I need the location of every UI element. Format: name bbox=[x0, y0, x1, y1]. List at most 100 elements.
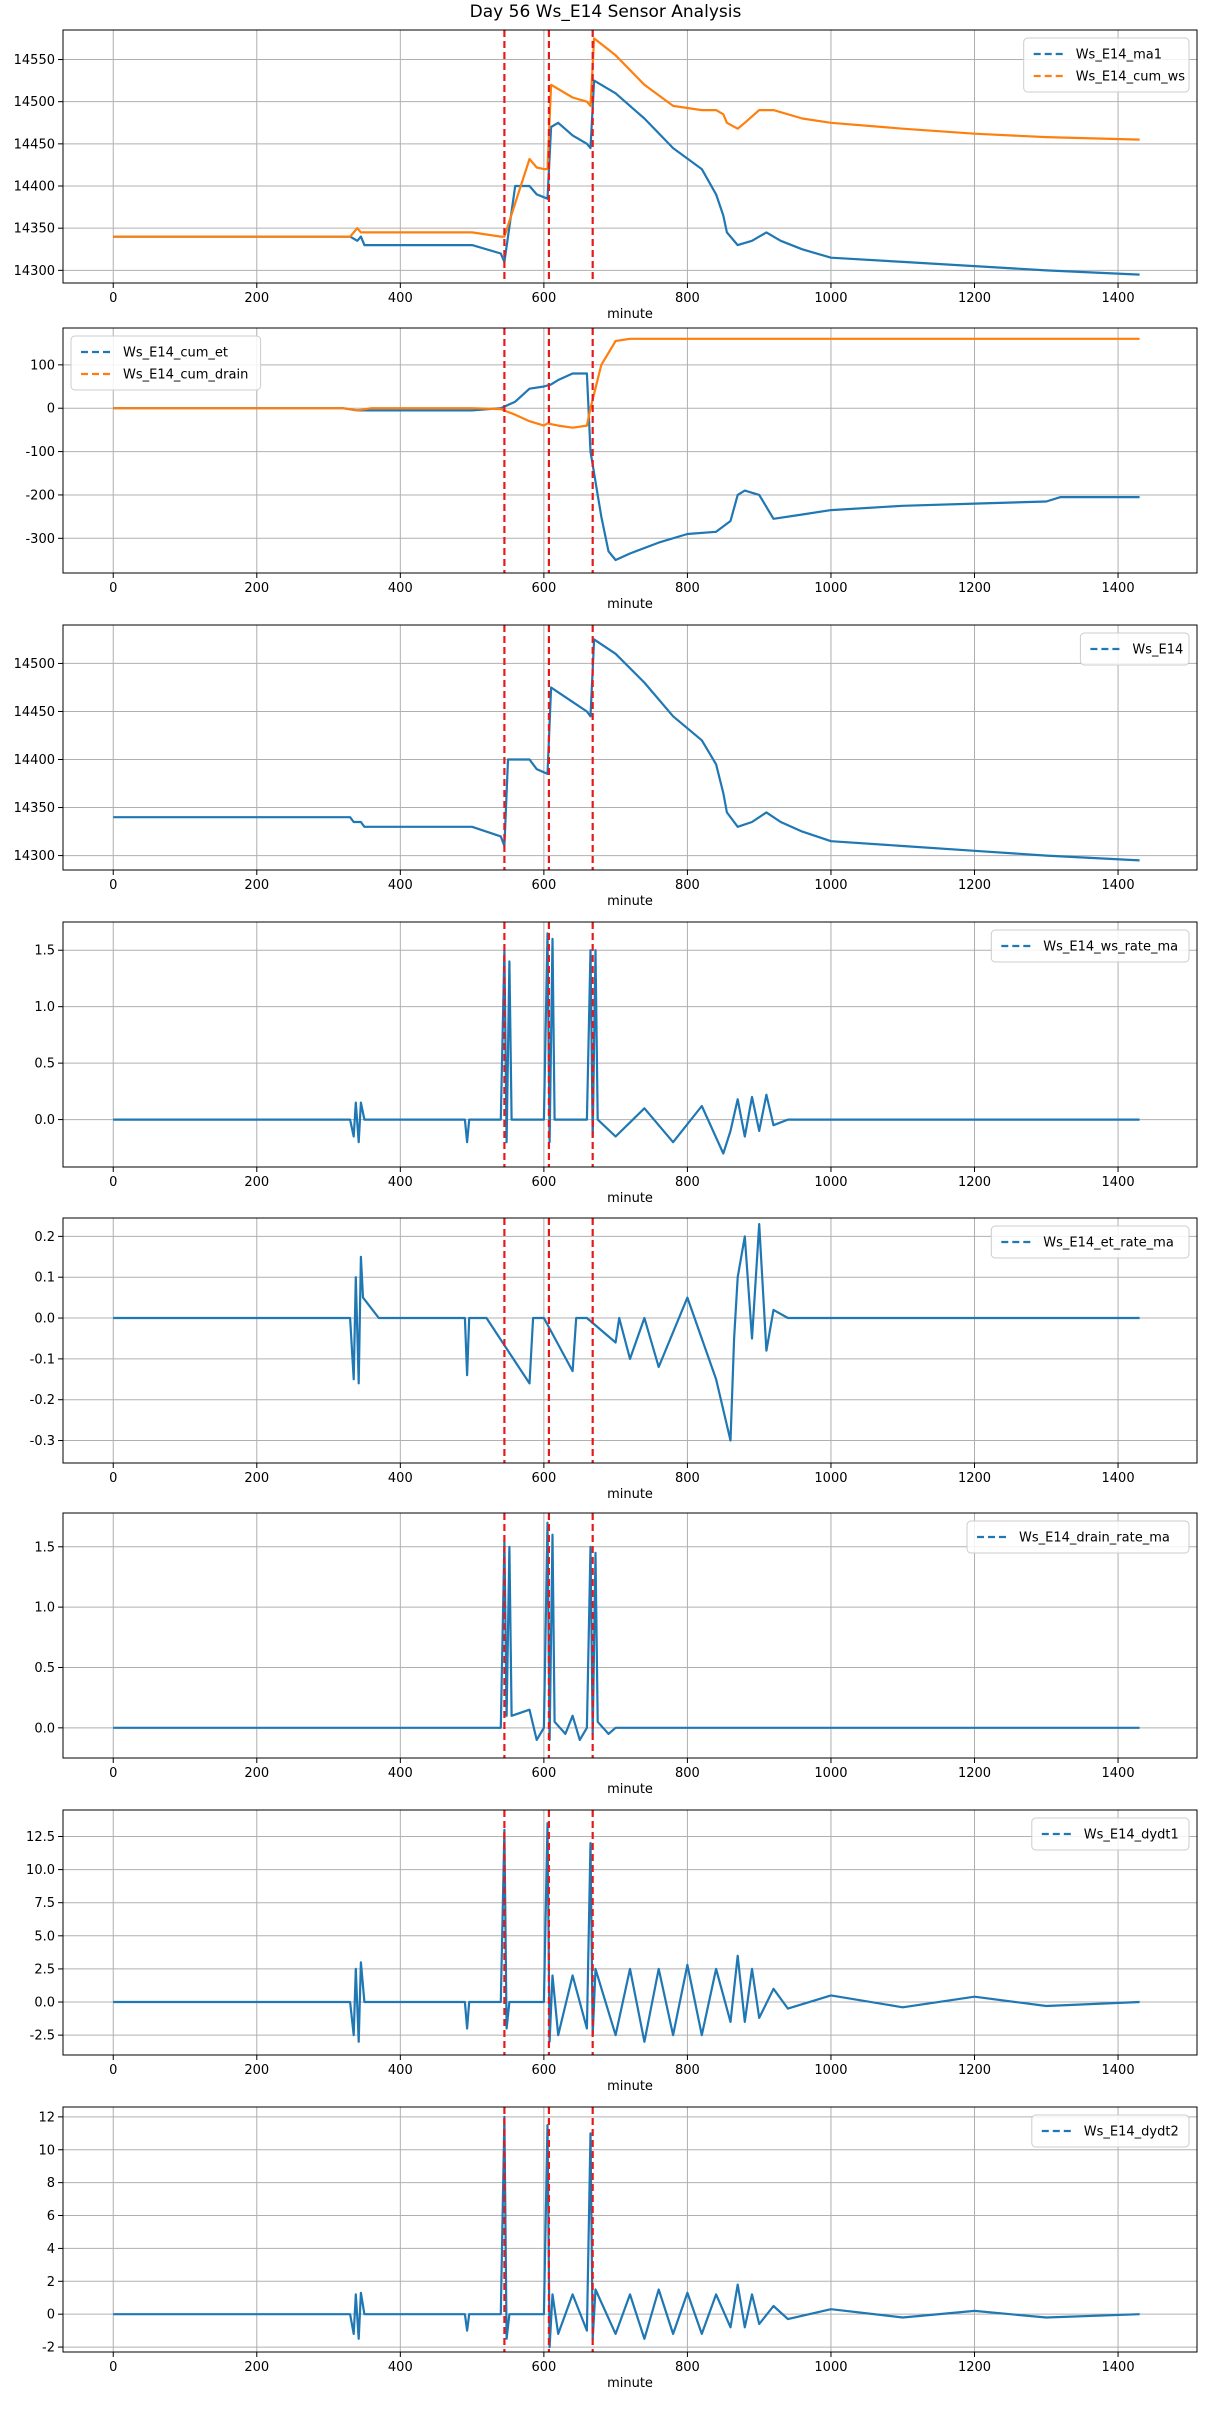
x-tick-label: 400 bbox=[388, 878, 413, 893]
x-axis-label: minute bbox=[607, 597, 653, 612]
legend-box bbox=[1031, 2114, 1190, 2148]
x-tick-label: 1200 bbox=[958, 291, 991, 306]
axes-frame bbox=[62, 921, 1198, 1168]
y-tick-label: 14300 bbox=[14, 264, 55, 279]
legend-entry: Ws_E14_cum_et bbox=[123, 346, 228, 361]
y-tick-label: 14350 bbox=[14, 801, 55, 816]
plot-area bbox=[113, 922, 1140, 1167]
legend-box bbox=[990, 929, 1190, 963]
x-tick-label: 1000 bbox=[814, 1471, 847, 1486]
y-tick-label: 10 bbox=[38, 2143, 55, 2158]
legend-entry: Ws_E14_et_rate_ma bbox=[1043, 1236, 1174, 1251]
subplot-7: 0 200 400 600 800 1000 1200 1400 -2.5 0.0 2.5 5.0 7.… bbox=[26, 1809, 1198, 2094]
legend-box bbox=[1023, 37, 1190, 93]
x-tick-label: 400 bbox=[388, 1766, 413, 1781]
x-tick-label: 200 bbox=[244, 1471, 269, 1486]
series-line-Ws_E14_cum_et bbox=[113, 372, 1140, 562]
legend-entry: Ws_E14_drain_rate_ma bbox=[1019, 1531, 1170, 1546]
x-tick-label: 400 bbox=[388, 1175, 413, 1190]
x-tick-label: 1200 bbox=[958, 878, 991, 893]
y-tick-label: 14450 bbox=[14, 137, 55, 152]
y-tick-label: 0.2 bbox=[34, 1230, 55, 1245]
x-tick-label: 0 bbox=[109, 878, 117, 893]
x-tick-label: 200 bbox=[244, 1175, 269, 1190]
subplot-5: 0 200 400 600 800 1000 1200 1400 -0.3 -0.2 -0.1 0.0… bbox=[30, 1217, 1198, 1502]
x-tick-label: 0 bbox=[109, 1175, 117, 1190]
x-tick-label: 1200 bbox=[958, 581, 991, 596]
y-tick-label: 0.0 bbox=[34, 1721, 55, 1736]
legend-box bbox=[70, 335, 262, 391]
x-tick-label: 200 bbox=[244, 291, 269, 306]
x-tick-label: 1400 bbox=[1102, 1175, 1135, 1190]
x-tick-label: 400 bbox=[388, 291, 413, 306]
plot-area bbox=[113, 328, 1140, 573]
figure-title: Day 56 Ws_E14 Sensor Analysis bbox=[469, 2, 742, 22]
y-tick-label: -200 bbox=[25, 488, 55, 503]
y-tick-label: -300 bbox=[25, 532, 55, 547]
plot-area bbox=[113, 1218, 1140, 1463]
plot-area bbox=[113, 1810, 1140, 2055]
x-tick-label: 1400 bbox=[1102, 1766, 1135, 1781]
x-tick-label: 0 bbox=[109, 581, 117, 596]
y-tick-label: 0.1 bbox=[34, 1271, 55, 1286]
y-tick-label: -0.1 bbox=[30, 1352, 55, 1367]
legend-entry: Ws_E14_ma1 bbox=[1076, 48, 1162, 63]
x-tick-label: 600 bbox=[531, 581, 556, 596]
y-tick-label: 14500 bbox=[14, 95, 55, 110]
legend: Ws_E14_ma1 Ws_E14_cum_ws bbox=[1023, 37, 1190, 93]
y-tick-label: 0 bbox=[47, 2308, 55, 2323]
x-tick-label: 0 bbox=[109, 291, 117, 306]
x-tick-label: 1000 bbox=[814, 291, 847, 306]
y-tick-label: -2 bbox=[42, 2341, 55, 2356]
x-tick-label: 1000 bbox=[814, 1766, 847, 1781]
x-tick-label: 800 bbox=[675, 2063, 700, 2078]
y-tick-label: 1.0 bbox=[34, 1601, 55, 1616]
legend-entry: Ws_E14_cum_drain bbox=[123, 368, 248, 383]
x-tick-label: 600 bbox=[531, 2360, 556, 2375]
y-tick-label: 14550 bbox=[14, 53, 55, 68]
series-line-Ws_E14_drain_rate_ma bbox=[113, 1521, 1140, 1742]
x-tick-label: 800 bbox=[675, 1471, 700, 1486]
axes-frame bbox=[62, 1809, 1198, 2056]
y-tick-label: 4 bbox=[47, 2242, 55, 2257]
x-tick-label: 1200 bbox=[958, 1175, 991, 1190]
axes-frame bbox=[62, 624, 1198, 871]
series-line-Ws_E14_dydt1 bbox=[113, 1822, 1140, 2043]
y-tick-label: 1.5 bbox=[34, 1540, 55, 1555]
subplot-8: 0 200 400 600 800 1000 1200 1400 -2 0 2 4 6 8 10 12 minu… bbox=[38, 2106, 1198, 2391]
y-tick-label: 0 bbox=[47, 402, 55, 417]
x-tick-label: 1400 bbox=[1102, 291, 1135, 306]
y-tick-label: 14500 bbox=[14, 657, 55, 672]
axes-frame bbox=[62, 29, 1198, 284]
axes-frame bbox=[62, 1217, 1198, 1464]
y-tick-label: 12 bbox=[38, 2110, 55, 2125]
y-tick-label: 14450 bbox=[14, 705, 55, 720]
x-tick-label: 1200 bbox=[958, 1471, 991, 1486]
x-tick-label: 800 bbox=[675, 291, 700, 306]
axes-frame bbox=[62, 1512, 1198, 1759]
series-line-Ws_E14_dydt2 bbox=[113, 2115, 1140, 2349]
y-tick-label: 6 bbox=[47, 2209, 55, 2224]
x-tick-label: 200 bbox=[244, 581, 269, 596]
x-tick-label: 200 bbox=[244, 2360, 269, 2375]
legend-box bbox=[990, 1225, 1190, 1259]
x-tick-label: 1400 bbox=[1102, 1471, 1135, 1486]
subplot-3: 0 200 400 600 800 1000 1200 1400 14300 14350 14400… bbox=[14, 624, 1198, 909]
x-tick-label: 1000 bbox=[814, 2063, 847, 2078]
x-tick-label: 1400 bbox=[1102, 878, 1135, 893]
y-tick-label: -100 bbox=[25, 445, 55, 460]
x-tick-label: 600 bbox=[531, 878, 556, 893]
x-tick-label: 1200 bbox=[958, 2063, 991, 2078]
legend-entry: Ws_E14 bbox=[1132, 643, 1183, 658]
subplot-2: 0 200 400 600 800 1000 1200 1400 -300 -200 -100 0 10… bbox=[25, 327, 1198, 612]
legend: Ws_E14_ws_rate_ma bbox=[990, 929, 1190, 963]
legend-entry: Ws_E14_dydt2 bbox=[1084, 2125, 1179, 2140]
x-tick-label: 400 bbox=[388, 2063, 413, 2078]
x-tick-label: 600 bbox=[531, 1766, 556, 1781]
y-tick-label: 14400 bbox=[14, 180, 55, 195]
subplot-1: 0 200 400 600 800 1000 1200 1400 14300 14350 14400… bbox=[14, 29, 1198, 322]
y-tick-label: 0.0 bbox=[34, 1312, 55, 1327]
subplot-6: 0 200 400 600 800 1000 1200 1400 0.0 0.5 1.0 1.5 min… bbox=[34, 1512, 1198, 1797]
x-tick-label: 400 bbox=[388, 1471, 413, 1486]
